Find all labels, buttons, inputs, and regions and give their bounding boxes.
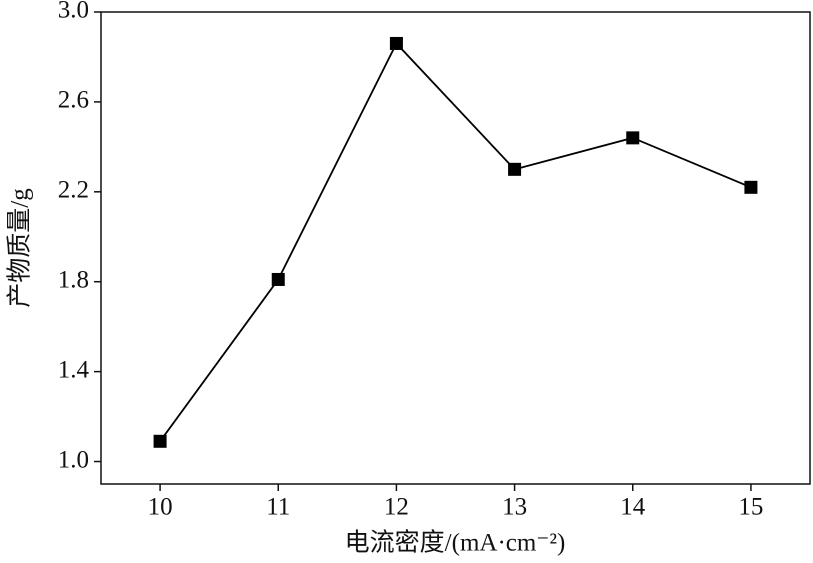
y-tick-label: 1.8 [58, 266, 89, 293]
y-axis-label: 产物质量/g [6, 188, 34, 308]
x-tick-label: 12 [384, 494, 409, 521]
point-marker [744, 180, 758, 194]
y-tick-label: 2.2 [58, 177, 89, 204]
y-tick-label: 2.6 [58, 87, 89, 114]
point-marker [626, 131, 640, 145]
y-tick-label: 3.0 [58, 0, 89, 24]
series-line [159, 41, 752, 442]
x-tick-label: 10 [148, 494, 173, 521]
point-marker [389, 36, 403, 50]
y-tick-label: 1.4 [58, 356, 90, 383]
point-marker [508, 162, 522, 176]
x-tick-label: 15 [738, 494, 763, 521]
x-tick-label: 13 [502, 494, 527, 521]
x-axis-label: 电流密度/(mA·cm⁻²) [345, 529, 566, 557]
plot-frame [100, 11, 811, 485]
x-tick-label: 11 [266, 494, 290, 521]
y-tick-label: 1.0 [58, 446, 89, 473]
point-marker [271, 272, 285, 286]
x-tick-label: 14 [620, 494, 646, 521]
point-marker [153, 434, 167, 448]
